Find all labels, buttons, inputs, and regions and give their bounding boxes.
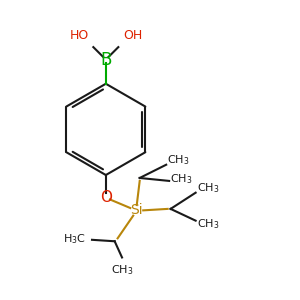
Text: CH$_3$: CH$_3$ xyxy=(196,182,219,196)
Text: B: B xyxy=(100,51,112,69)
Text: HO: HO xyxy=(70,28,89,42)
Text: CH$_3$: CH$_3$ xyxy=(167,153,190,167)
Text: CH$_3$: CH$_3$ xyxy=(111,263,133,277)
Text: CH$_3$: CH$_3$ xyxy=(170,172,193,186)
Text: OH: OH xyxy=(123,28,142,42)
Text: CH$_3$: CH$_3$ xyxy=(196,217,219,231)
Text: Si: Si xyxy=(130,203,143,218)
Text: H$_3$C: H$_3$C xyxy=(63,232,86,245)
Text: O: O xyxy=(100,190,112,205)
